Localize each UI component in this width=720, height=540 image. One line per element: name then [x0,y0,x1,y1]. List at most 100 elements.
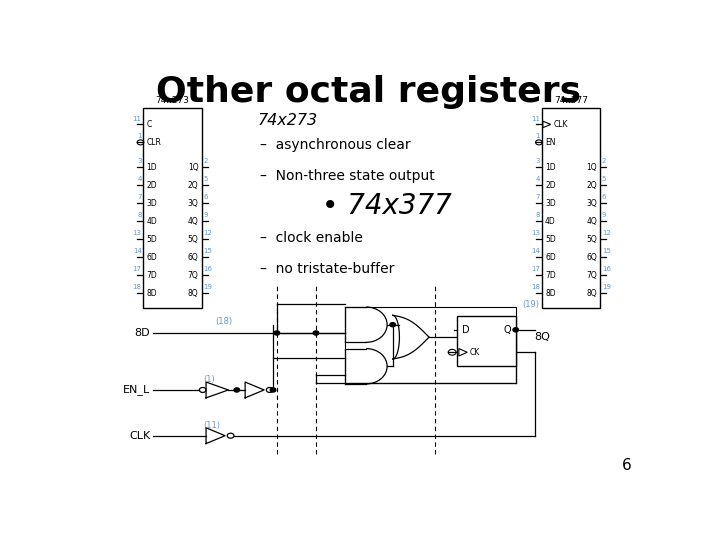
Text: 4D: 4D [545,217,556,226]
Text: 2Q: 2Q [586,181,597,190]
Text: 9: 9 [204,212,208,218]
Text: 4: 4 [138,177,142,183]
Text: 19: 19 [602,284,611,290]
Text: 8Q: 8Q [534,332,550,342]
Text: 3Q: 3Q [586,199,597,208]
Text: 3D: 3D [147,199,158,208]
Text: 7Q: 7Q [188,271,199,280]
Text: CLK: CLK [554,120,569,129]
Text: 5D: 5D [545,235,556,244]
Circle shape [270,388,276,392]
Text: 7D: 7D [147,271,158,280]
Circle shape [274,331,280,335]
Text: 3D: 3D [545,199,556,208]
Text: 7D: 7D [545,271,556,280]
Text: CLK: CLK [129,431,150,441]
Text: –  no tristate-buffer: – no tristate-buffer [260,262,395,276]
Text: 1Q: 1Q [586,163,597,172]
Text: –  asynchronous clear: – asynchronous clear [260,138,411,152]
Text: 4: 4 [536,177,540,183]
Text: 12: 12 [204,230,212,237]
Text: Q: Q [503,325,510,335]
Text: D: D [462,325,470,335]
Text: 1D: 1D [545,163,556,172]
Circle shape [390,322,395,327]
Text: 16: 16 [602,266,611,272]
Text: EN_L: EN_L [123,384,150,395]
Text: 1: 1 [536,133,540,139]
Text: 7Q: 7Q [586,271,597,280]
Text: –  clock enable: – clock enable [260,231,363,245]
Text: 8D: 8D [135,328,150,338]
Text: 8: 8 [137,212,142,218]
Text: CK: CK [469,348,480,357]
Text: 6: 6 [621,458,631,473]
Text: –  Non-three state output: – Non-three state output [260,168,435,183]
Text: 11: 11 [132,116,142,122]
Text: 8: 8 [536,212,540,218]
Text: (19): (19) [523,300,539,309]
Text: CLR: CLR [147,138,161,147]
Text: 6: 6 [602,194,606,200]
Text: Other octal registers: Other octal registers [156,75,582,109]
Text: 6Q: 6Q [586,253,597,262]
Text: 9: 9 [602,212,606,218]
Text: • 74x377: • 74x377 [322,192,451,220]
Circle shape [513,328,518,332]
Text: 1D: 1D [147,163,157,172]
Text: C: C [147,120,152,129]
Text: 17: 17 [531,266,540,272]
Text: 5: 5 [602,177,606,183]
Text: 15: 15 [602,248,611,254]
Text: 2D: 2D [545,181,556,190]
Circle shape [313,331,319,335]
Text: 8D: 8D [545,288,556,298]
Text: 2: 2 [204,158,208,164]
Text: 6D: 6D [545,253,556,262]
Text: EN: EN [545,138,556,147]
Text: 6: 6 [204,194,208,200]
Text: 4Q: 4Q [188,217,199,226]
Text: 2D: 2D [147,181,157,190]
Text: 4Q: 4Q [586,217,597,226]
Text: 12: 12 [602,230,611,237]
Text: 7: 7 [137,194,142,200]
Text: 16: 16 [204,266,212,272]
Text: 14: 14 [531,248,540,254]
Bar [345,307,516,383]
Text: 4D: 4D [147,217,158,226]
Text: 19: 19 [204,284,212,290]
Text: 6D: 6D [147,253,158,262]
Text: 15: 15 [204,248,212,254]
Text: 74x273: 74x273 [156,96,189,105]
Text: 5D: 5D [147,235,158,244]
Text: 3: 3 [536,158,540,164]
Text: 18: 18 [132,284,142,290]
Bar [457,316,516,366]
Text: 18: 18 [531,284,540,290]
Text: (1): (1) [203,375,215,384]
Bar [541,109,600,308]
Text: 5Q: 5Q [188,235,199,244]
Text: 5Q: 5Q [586,235,597,244]
Text: 3Q: 3Q [188,199,199,208]
Bar [143,109,202,308]
Text: 17: 17 [132,266,142,272]
Text: 8Q: 8Q [586,288,597,298]
Text: (11): (11) [203,421,220,430]
Text: 5: 5 [204,177,208,183]
Circle shape [234,388,240,392]
Text: 14: 14 [132,248,142,254]
Text: 6Q: 6Q [188,253,199,262]
Text: 2Q: 2Q [188,181,199,190]
Text: 13: 13 [132,230,142,237]
Text: 1Q: 1Q [188,163,199,172]
Text: 8Q: 8Q [188,288,199,298]
Text: 11: 11 [531,116,540,122]
Text: 3: 3 [137,158,142,164]
Text: (18): (18) [215,316,233,326]
Text: 74x377: 74x377 [554,96,588,105]
Text: 1: 1 [137,133,142,139]
Text: 13: 13 [531,230,540,237]
Text: 8D: 8D [147,288,157,298]
